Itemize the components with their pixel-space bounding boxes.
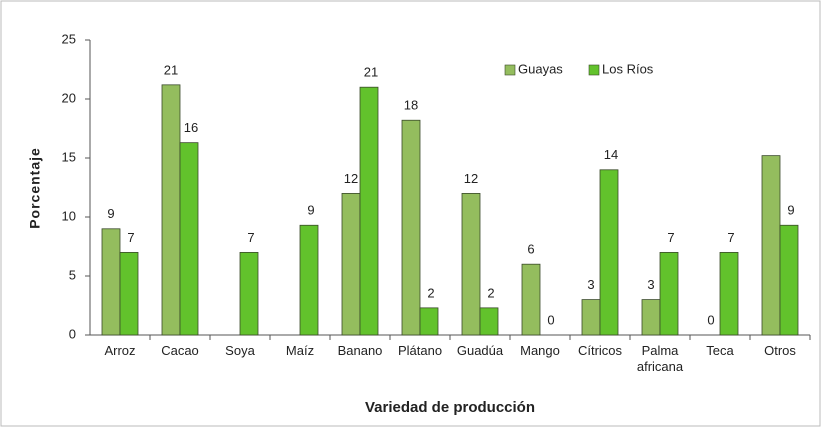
bar [401, 119, 421, 336]
y-tick-label: 15 [62, 149, 76, 164]
bar [599, 169, 619, 336]
x-tick-label: Plátano [397, 343, 443, 358]
bar [641, 299, 661, 336]
y-axis-label: Porcentaje [27, 147, 43, 229]
legend-label: Guayas [518, 61, 563, 76]
x-tick-label: Arroz [104, 343, 136, 358]
y-tick-label: 20 [62, 90, 76, 105]
x-tick-label: Teca [706, 343, 734, 358]
data-label: 3 [587, 277, 594, 292]
y-tick-label: 10 [62, 208, 76, 223]
bar [461, 192, 481, 336]
data-label: 18 [404, 98, 418, 113]
bar [179, 142, 199, 336]
data-label: 12 [464, 171, 478, 186]
data-label: 9 [107, 206, 114, 221]
bar [359, 86, 379, 336]
data-label: 2 [487, 285, 494, 300]
data-label: 21 [164, 62, 178, 77]
bar [239, 251, 259, 336]
x-tick-label: Palma africana [636, 343, 684, 374]
data-label: 9 [787, 203, 794, 218]
x-tick-label: Guadúa [456, 343, 504, 358]
x-tick-label: Mango [520, 343, 560, 358]
data-label: 3 [647, 277, 654, 292]
data-label: 14 [604, 147, 618, 162]
data-label: 12 [344, 171, 358, 186]
bar [479, 307, 499, 336]
x-tick-label: Banano [337, 343, 383, 358]
bar [101, 228, 121, 336]
data-label: 9 [307, 203, 314, 218]
data-label: 21 [364, 65, 378, 80]
data-label: 16 [184, 120, 198, 135]
legend-swatch [588, 64, 600, 76]
x-tick-label: Cítricos [577, 343, 623, 358]
x-axis-label: Variedad de producción [365, 399, 535, 416]
bar [521, 263, 541, 336]
legend-label: Los Ríos [602, 61, 654, 76]
bar [341, 192, 361, 336]
data-label: 6 [527, 242, 534, 257]
x-tick-label: Maíz [285, 343, 315, 358]
bar [581, 299, 601, 336]
data-label: 0 [547, 312, 554, 327]
data-label: 7 [667, 230, 674, 245]
bar [299, 224, 319, 336]
x-tick-label: Soya [225, 343, 255, 358]
bar [779, 224, 799, 336]
x-tick-label: Cacao [161, 343, 199, 358]
data-label: 2 [427, 285, 434, 300]
y-tick-label: 5 [69, 267, 76, 282]
data-label: 7 [727, 230, 734, 245]
bar [161, 84, 181, 336]
data-label: 7 [127, 230, 134, 245]
bar [761, 155, 781, 336]
y-tick-label: 25 [62, 31, 76, 46]
legend-swatch [504, 64, 516, 76]
bar [719, 251, 739, 336]
bar [119, 251, 139, 336]
data-label: 0 [707, 312, 714, 327]
data-label: 7 [247, 230, 254, 245]
bar [419, 307, 439, 336]
y-tick-label: 0 [69, 326, 76, 341]
x-tick-label: Otros [764, 343, 796, 358]
bar [659, 251, 679, 336]
